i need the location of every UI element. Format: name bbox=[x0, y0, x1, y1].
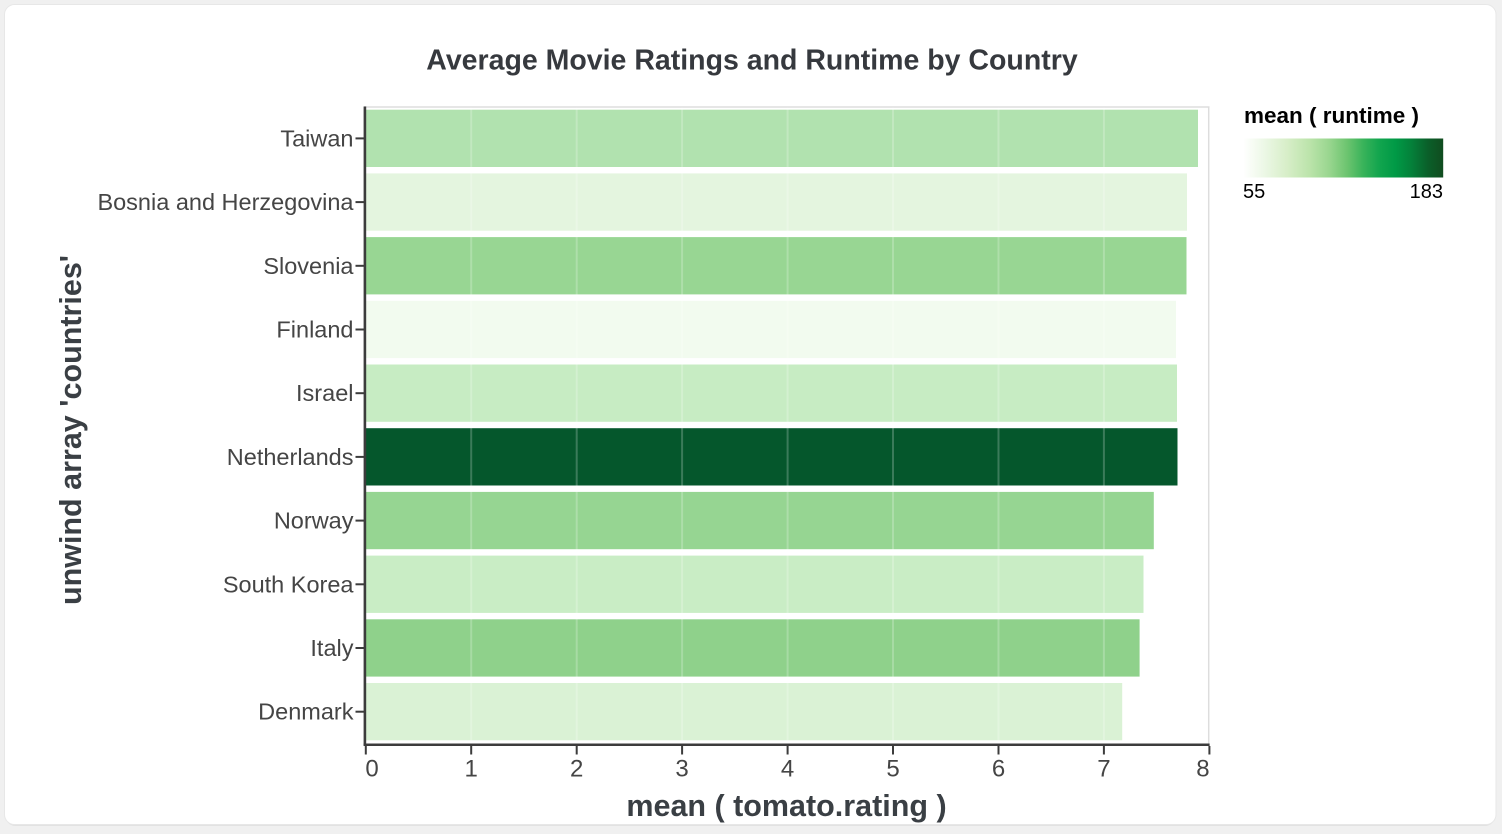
svg-text:Slovenia: Slovenia bbox=[263, 253, 354, 279]
svg-text:Taiwan: Taiwan bbox=[280, 125, 353, 151]
svg-text:Finland: Finland bbox=[276, 317, 353, 343]
svg-text:Netherlands: Netherlands bbox=[227, 444, 354, 470]
svg-text:Italy: Italy bbox=[310, 635, 353, 661]
svg-text:2: 2 bbox=[570, 756, 583, 783]
svg-text:mean ( runtime ): mean ( runtime ) bbox=[1244, 103, 1419, 128]
svg-text:1: 1 bbox=[465, 756, 478, 783]
svg-text:55: 55 bbox=[1243, 181, 1265, 203]
svg-text:mean ( tomato.rating ): mean ( tomato.rating ) bbox=[626, 789, 946, 823]
svg-text:7: 7 bbox=[1097, 756, 1110, 783]
svg-text:0: 0 bbox=[365, 756, 378, 783]
svg-text:Norway: Norway bbox=[274, 508, 354, 534]
svg-text:183: 183 bbox=[1410, 181, 1443, 203]
svg-text:Average Movie Ratings and Runt: Average Movie Ratings and Runtime by Cou… bbox=[426, 45, 1078, 77]
svg-text:Israel: Israel bbox=[296, 380, 353, 406]
svg-text:3: 3 bbox=[675, 756, 688, 783]
svg-text:5: 5 bbox=[886, 756, 899, 783]
svg-text:Denmark: Denmark bbox=[258, 699, 354, 725]
svg-text:unwind array 'countries': unwind array 'countries' bbox=[54, 255, 88, 605]
svg-text:8: 8 bbox=[1196, 756, 1209, 783]
svg-text:Bosnia and Herzegovina: Bosnia and Herzegovina bbox=[97, 189, 354, 215]
svg-text:South Korea: South Korea bbox=[223, 571, 355, 597]
svg-text:6: 6 bbox=[992, 756, 1005, 783]
svg-text:4: 4 bbox=[781, 756, 794, 783]
